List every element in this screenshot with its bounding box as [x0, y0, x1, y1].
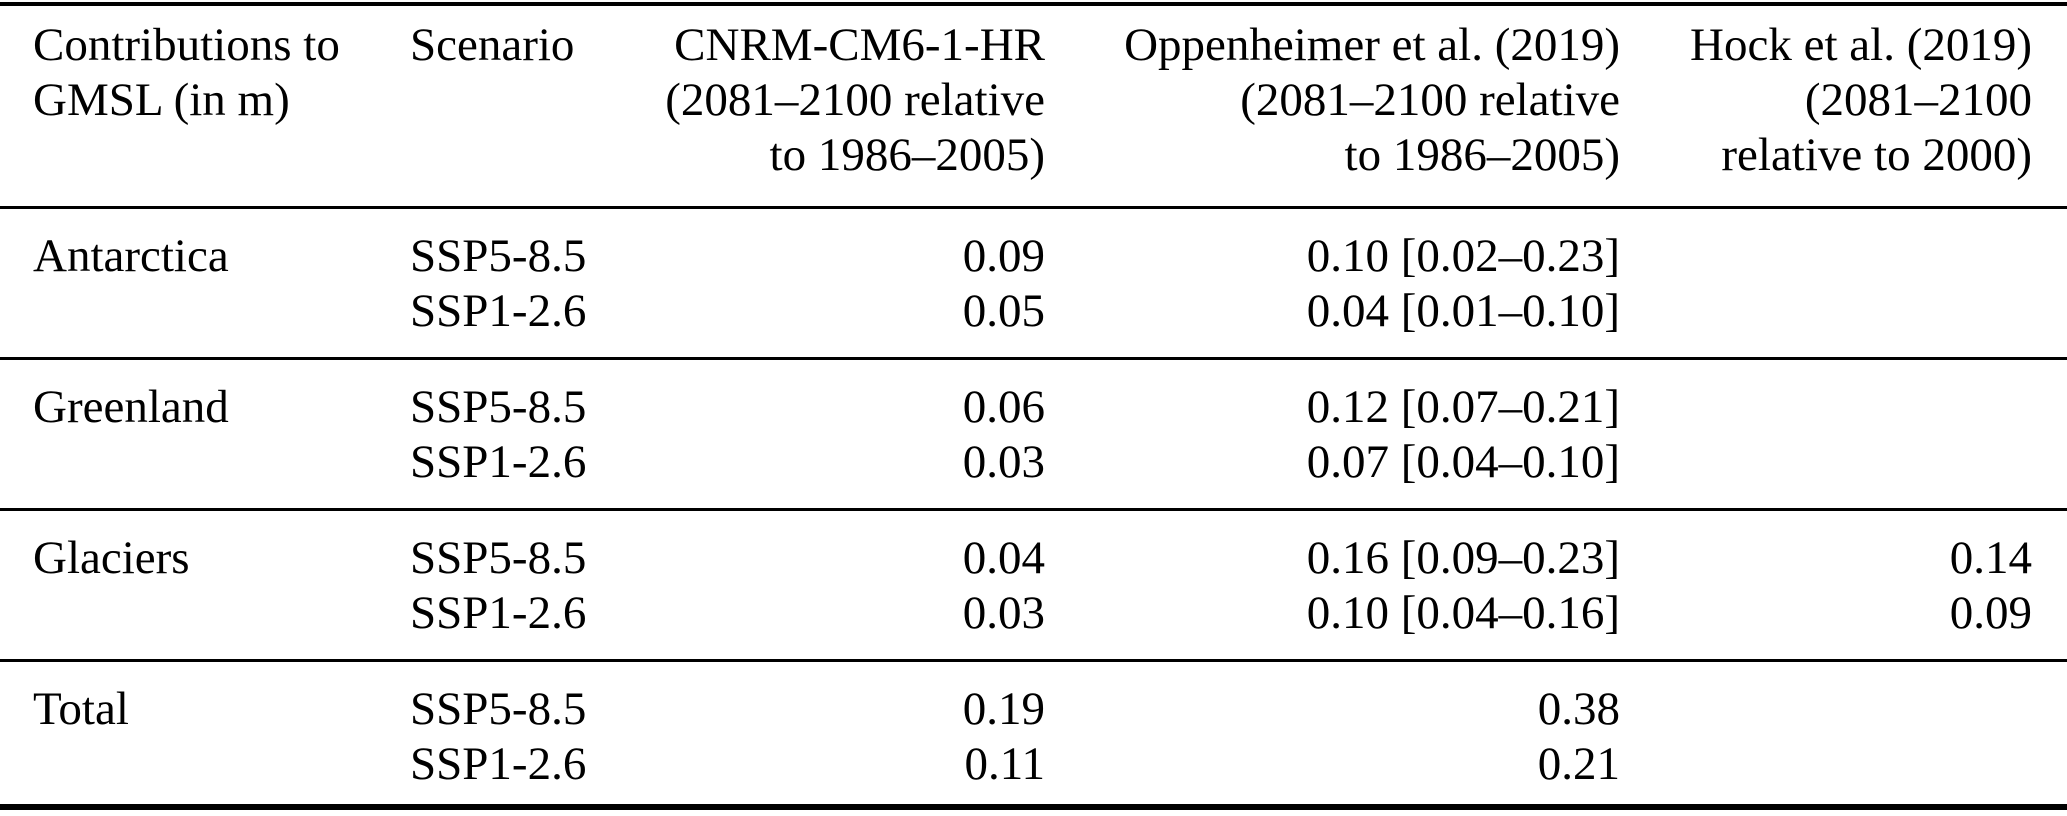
hock-value-cell: [1620, 435, 2067, 511]
header-line: Hock et al. (2019): [1690, 19, 2032, 71]
scenario-cell: SSP1-2.6: [410, 435, 635, 511]
row-group-label: Total: [33, 683, 129, 735]
cnrm-value-cell: 0.04: [962, 532, 1045, 584]
header-line: CNRM-CM6-1-HR: [674, 19, 1045, 71]
oppenheimer-value-cell: 0.10 [0.04–0.16]: [1045, 586, 1620, 662]
table-row-total-ssp5-8.5: Total SSP5-8.5 0.19 0.38: [0, 661, 2067, 738]
row-group-label: Greenland: [33, 381, 229, 433]
hock-value-cell: 0.14: [1949, 532, 2032, 584]
cnrm-value-cell: 0.09: [962, 230, 1045, 282]
header-line: GMSL (in m): [33, 74, 290, 126]
empty-cell: [0, 435, 410, 511]
header-line: (2081–2100 relative: [1240, 74, 1620, 126]
table-header-row: Contributions to GMSL (in m) Scenario CNRM-…: [0, 4, 2067, 209]
cnrm-value-cell: 0.03: [635, 435, 1045, 511]
table-header: Contributions to GMSL (in m) Scenario CNRM-…: [0, 4, 2067, 209]
header-line: to 1986–2005): [1344, 129, 1620, 181]
scenario-cell: SSP5-8.5: [410, 683, 587, 735]
scenario-cell: SSP5-8.5: [410, 381, 587, 433]
scenario-cell: SSP5-8.5: [410, 230, 587, 282]
oppenheimer-value-cell: 0.16 [0.09–0.23]: [1306, 532, 1620, 584]
cnrm-value-cell: 0.05: [635, 284, 1045, 360]
table-row-antarctica-ssp5-8.5: Antarctica SSP5-8.5 0.09 0.10 [0.02–0.23]: [0, 208, 2067, 285]
header-line: (2081–2100: [1804, 74, 2032, 126]
column-header-hock: Hock et al. (2019) (2081–2100 relative to …: [1620, 4, 2067, 209]
oppenheimer-value-cell: 0.12 [0.07–0.21]: [1306, 381, 1620, 433]
oppenheimer-value-cell: 0.04 [0.01–0.10]: [1045, 284, 1620, 360]
cnrm-value-cell: 0.11: [964, 738, 1045, 790]
column-header-scenario: Scenario: [410, 4, 635, 209]
oppenheimer-value-cell: 0.21: [1537, 738, 1620, 790]
header-line: to 1986–2005): [769, 129, 1045, 181]
header-line: (2081–2100 relative: [665, 74, 1045, 126]
oppenheimer-value-cell: 0.38: [1537, 683, 1620, 735]
oppenheimer-value-cell: 0.07 [0.04–0.10]: [1045, 435, 1620, 511]
table-row-antarctica-ssp1-2.6: SSP1-2.6 0.05 0.04 [0.01–0.10]: [0, 284, 2067, 360]
table-row-greenland-ssp5-8.5: Greenland SSP5-8.5 0.06 0.12 [0.07–0.21]: [0, 359, 2067, 436]
hock-value-cell: [1620, 208, 2067, 285]
empty-cell: [0, 586, 410, 662]
scenario-cell: SSP1-2.6: [410, 586, 635, 662]
column-header-oppenheimer: Oppenheimer et al. (2019) (2081–2100 rela…: [1045, 4, 1620, 209]
column-header-contributions: Contributions to GMSL (in m): [0, 4, 410, 209]
table-row-glaciers-ssp1-2.6: SSP1-2.6 0.03 0.10 [0.04–0.16] 0.09: [0, 586, 2067, 662]
table-row-greenland-ssp1-2.6: SSP1-2.6 0.03 0.07 [0.04–0.10]: [0, 435, 2067, 511]
column-header-cnrm: CNRM-CM6-1-HR (2081–2100 relative to 1986–…: [635, 4, 1045, 209]
oppenheimer-value-cell: 0.10 [0.02–0.23]: [1306, 230, 1620, 282]
table-body: Antarctica SSP5-8.5 0.09 0.10 [0.02–0.23] SS…: [0, 208, 2067, 808]
hock-value-cell: [1620, 737, 2067, 807]
hock-value-cell: [1620, 359, 2067, 436]
hock-value-cell: [1620, 661, 2067, 738]
hock-value-cell: 0.09: [1620, 586, 2067, 662]
scenario-cell: SSP5-8.5: [410, 532, 587, 584]
header-line: Scenario: [410, 19, 575, 71]
scenario-cell: SSP1-2.6: [410, 738, 587, 790]
empty-cell: [0, 737, 410, 807]
row-group-label: Antarctica: [33, 230, 229, 282]
cnrm-value-cell: 0.03: [635, 586, 1045, 662]
cnrm-value-cell: 0.19: [962, 683, 1045, 735]
hock-value-cell: [1620, 284, 2067, 360]
table-row-total-ssp1-2.6: SSP1-2.6 0.11 0.21: [0, 737, 2067, 807]
row-group-label: Glaciers: [33, 532, 190, 584]
header-line: Contributions to: [33, 19, 340, 71]
cnrm-value-cell: 0.06: [962, 381, 1045, 433]
header-line: Oppenheimer et al. (2019): [1124, 19, 1620, 71]
table-row-glaciers-ssp5-8.5: Glaciers SSP5-8.5 0.04 0.16 [0.09–0.23] 0.14: [0, 510, 2067, 587]
scenario-cell: SSP1-2.6: [410, 284, 635, 360]
header-line: relative to 2000): [1721, 129, 2032, 181]
empty-cell: [0, 284, 410, 360]
